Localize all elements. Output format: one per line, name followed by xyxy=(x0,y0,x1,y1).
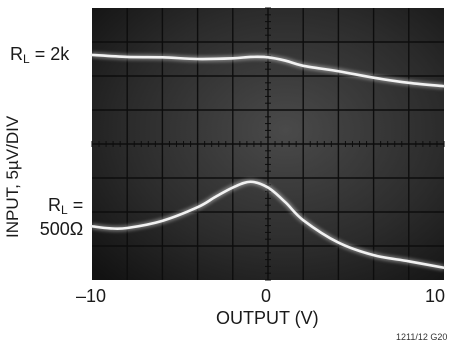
trace-label-rl-500: RL = 500Ω xyxy=(40,196,84,238)
graticule xyxy=(91,7,445,281)
y-axis-label: INPUT, 5µV/DIV xyxy=(3,115,22,238)
x-tick-label: 0 xyxy=(261,286,272,306)
x-axis-label: OUTPUT (V) xyxy=(216,308,319,328)
traces xyxy=(90,51,446,271)
x-tick-label: 10 xyxy=(425,286,446,306)
x-tick-label: –10 xyxy=(76,286,107,306)
trace-line-0 xyxy=(90,53,446,88)
trace-line-1 xyxy=(90,180,446,270)
trace-label-rl-500-value: 500Ω xyxy=(39,219,84,239)
trace-label-rl-2k: RL = 2k xyxy=(10,44,70,66)
figure-code: 1211/12 G20 xyxy=(396,332,448,342)
